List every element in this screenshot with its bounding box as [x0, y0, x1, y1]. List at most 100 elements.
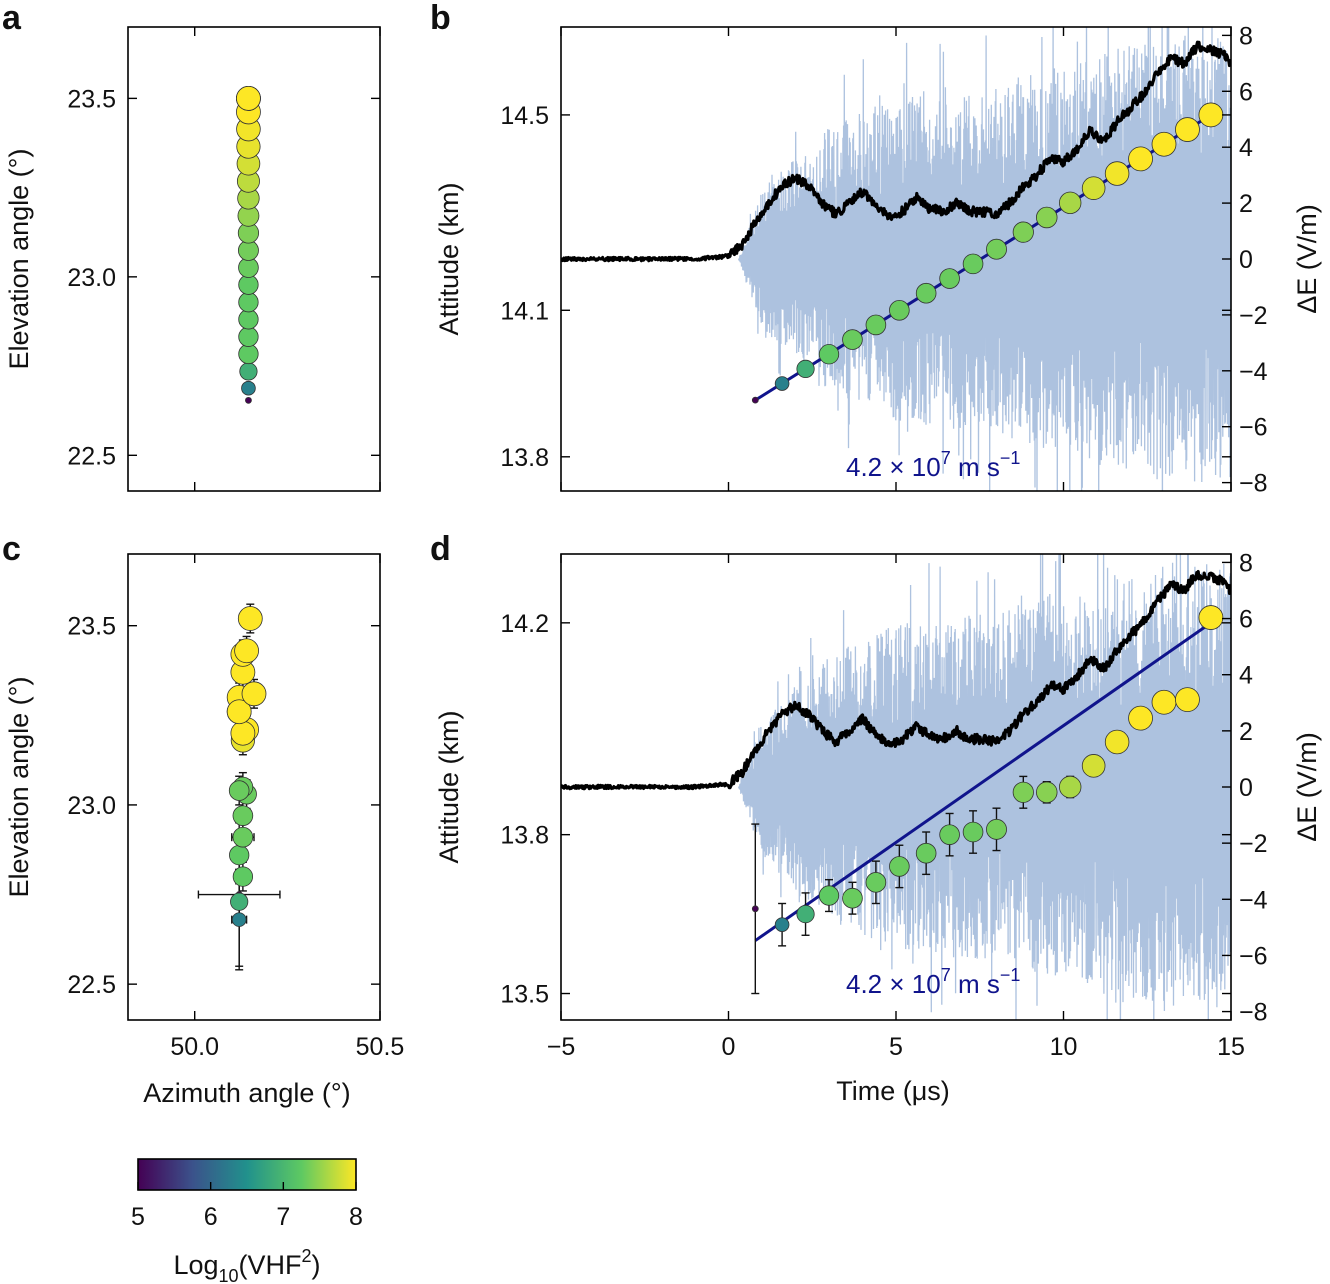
panel-b-point — [1129, 147, 1153, 171]
panel-d: 13.5 13.8 14.2 −8 −6 −4 −2 0 2 4 6 8 −5 0 5 10 15 4.2 × … — [434, 510, 1322, 1106]
panel-b-point — [1082, 177, 1105, 200]
panel-b-point — [1013, 222, 1033, 242]
panel-letter-b: b — [430, 0, 451, 37]
panel-b-point — [843, 330, 863, 350]
panel-d-point — [963, 822, 983, 842]
panel-d-point — [1082, 754, 1105, 777]
panel-a-ytick-label: 23.0 — [67, 264, 116, 292]
panel-d-point — [819, 886, 839, 906]
panel-d-y2tick-label: 4 — [1239, 662, 1253, 690]
panel-b-y2label: ΔE (V/m) — [1292, 204, 1322, 314]
panel-b-y2tick-label: 6 — [1239, 78, 1253, 106]
panel-d-point — [866, 872, 886, 892]
panel-d-y2tick-label: 0 — [1239, 774, 1253, 802]
panel-c-point — [233, 827, 253, 847]
panel-c-point — [230, 893, 247, 910]
panel-letter-c: c — [2, 530, 21, 568]
figure: a b c d 22.523.023.5 Elevation angle (°)… — [0, 0, 1330, 1284]
panel-d-y2tick-label: 6 — [1239, 606, 1253, 634]
panel-c-xlabel: Azimuth angle (°) — [143, 1078, 350, 1108]
panel-b-ytick-label: 14.1 — [500, 297, 549, 325]
colorbar-gradient — [138, 1159, 356, 1190]
panel-d-speed-label: 4.2 × 107 m s−1 — [846, 965, 1020, 999]
panel-d-ylabel: Attitude (km) — [434, 710, 464, 863]
panel-b-point — [963, 254, 983, 274]
panel-d-point — [889, 857, 909, 877]
panel-a-point — [239, 275, 258, 295]
panel-d-point — [1129, 706, 1153, 730]
panel-d-point — [1105, 730, 1129, 754]
panel-d-point — [1199, 606, 1223, 630]
panel-d-xtick-label: 10 — [1050, 1033, 1078, 1061]
panel-a-point — [240, 363, 257, 380]
panel-d-y2tick-label: 2 — [1239, 718, 1253, 746]
panel-c-ytick-label: 22.5 — [67, 971, 116, 999]
panel-d-ytick-label: 14.2 — [500, 610, 549, 638]
panel-a-ytick-label: 22.5 — [67, 442, 116, 470]
panel-d-xlabel: Time (μs) — [836, 1076, 950, 1106]
panel-b-y2tick-label: 0 — [1239, 246, 1253, 274]
panel-b-speed-label: 4.2 × 107 m s−1 — [846, 448, 1020, 482]
panel-d-ytick-label: 13.8 — [500, 822, 549, 850]
panel-c-point — [232, 913, 246, 927]
panel-d-y2tick-label: 8 — [1239, 549, 1253, 577]
panel-b-point — [866, 315, 886, 335]
panel-b-y2tick-label: −8 — [1239, 470, 1268, 498]
panel-c: 22.523.023.550.0 50.5 Elevation angle (°)… — [4, 554, 404, 1108]
panel-a-points — [236, 86, 260, 403]
panel-d-y2tick-label: −2 — [1239, 830, 1268, 858]
panel-b-point — [940, 269, 960, 289]
panel-b-ylabel: Attitude (km) — [434, 182, 464, 335]
panel-c-point — [229, 781, 249, 801]
panel-b-point — [916, 283, 936, 303]
panel-c-points — [198, 604, 280, 970]
panel-a-point — [236, 86, 260, 110]
panel-b-point — [1105, 162, 1129, 186]
panel-a-point — [242, 381, 256, 395]
panel-c-ylabel: Elevation angle (°) — [4, 677, 34, 898]
panel-b-point — [1059, 192, 1081, 214]
panel-b-ytick-label: 13.8 — [500, 444, 549, 472]
panel-c-xtick-label: 50.0 — [170, 1033, 219, 1061]
panel-d-point — [752, 906, 758, 912]
panel-d-xtick-label: 0 — [722, 1033, 736, 1061]
panel-c-point — [233, 806, 253, 826]
panel-b-y2tick-label: 4 — [1239, 134, 1253, 162]
panel-d-point — [843, 888, 863, 908]
panel-b-point — [797, 360, 814, 377]
colorbar-tick-label: 5 — [131, 1203, 145, 1231]
panel-b-y2tick-label: −6 — [1239, 414, 1268, 442]
panel-d-point — [1036, 782, 1057, 803]
panel-b-point — [1175, 118, 1199, 142]
panel-d-xtick-label: 5 — [889, 1033, 903, 1061]
panel-a-point — [245, 397, 251, 403]
panel-d-point — [986, 819, 1006, 839]
panel-d-y2tick-label: −6 — [1239, 942, 1268, 970]
panel-d-point — [1059, 776, 1081, 798]
panel-a-point — [239, 344, 258, 364]
panel-d-y2tick-label: −4 — [1239, 886, 1268, 914]
panel-d-point — [797, 905, 814, 922]
colorbar-tick-label: 7 — [276, 1203, 290, 1231]
panel-b-point — [1152, 132, 1176, 156]
panel-d-y2label: ΔE (V/m) — [1292, 732, 1322, 842]
panel-b-point — [889, 300, 909, 320]
colorbar-tick-label: 8 — [349, 1203, 363, 1231]
panel-b-ytick-label: 14.5 — [500, 102, 549, 130]
panel-a-ticks: 22.5 23.0 23.5 — [67, 27, 380, 491]
panel-c-point — [231, 721, 255, 745]
panel-b-y2tick-label: 2 — [1239, 190, 1253, 218]
panel-a-point — [239, 310, 258, 330]
panel-c-point — [238, 607, 262, 631]
panel-a-ylabel: Elevation angle (°) — [4, 149, 34, 370]
panel-d-xtick-label: −5 — [547, 1033, 576, 1061]
panel-a-ytick-label: 23.5 — [67, 85, 116, 113]
panel-b-y2tick-label: −4 — [1239, 358, 1268, 386]
panel-a-point — [239, 327, 258, 347]
panel-c-ticks: 22.5 23.0 23.5 50.0 50.5 — [67, 554, 404, 1061]
panel-d-ytick-label: 13.5 — [500, 981, 549, 1009]
panel-d-point — [916, 843, 936, 863]
panel-b-point — [1199, 103, 1223, 127]
panel-c-point — [233, 867, 253, 887]
colorbar-tick-label: 6 — [204, 1203, 218, 1231]
